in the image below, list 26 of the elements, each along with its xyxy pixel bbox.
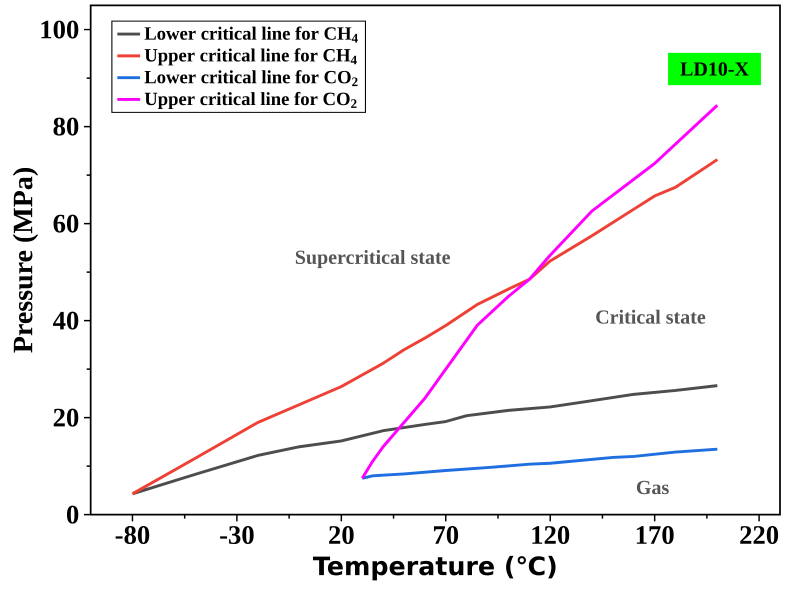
y-tick-label: 40: [52, 312, 78, 330]
annotation: Gas: [636, 480, 669, 494]
y-tick-label: 0: [66, 506, 78, 524]
legend-label: Upper critical line for CH$_{4}$: [144, 48, 357, 66]
y-tick-label: 100: [41, 20, 78, 39]
y-axis-title: Pressure (MPa): [12, 168, 38, 353]
annotation: LD10-X: [680, 62, 749, 76]
y-tick-label: 80: [54, 118, 78, 136]
x-tick-label: 120: [532, 526, 570, 544]
x-tick-label: 170: [636, 526, 674, 544]
x-tick-label: 20: [329, 526, 354, 544]
annotation: Critical state: [596, 310, 706, 324]
x-tick-label: 70: [434, 526, 458, 544]
line-series: [130, 158, 719, 496]
y-tick-label: 20: [54, 408, 78, 427]
y-tick-label: 60: [54, 214, 78, 233]
legend-label: Lower critical line for CH$_{4}$: [144, 26, 358, 42]
x-axis-title: Temperature (℃): [313, 556, 556, 580]
x-tick-label: -30: [220, 526, 254, 544]
line-series: [130, 384, 719, 496]
x-tick-label: -80: [116, 526, 150, 544]
annotation: Supercritical state: [296, 250, 450, 268]
legend-label: Lower critical line for CO$_{2}$: [144, 70, 358, 86]
line-series: [360, 448, 719, 480]
legend-label: Upper critical line for CO$_{2}$: [144, 92, 357, 110]
x-tick-label: 220: [740, 526, 778, 544]
